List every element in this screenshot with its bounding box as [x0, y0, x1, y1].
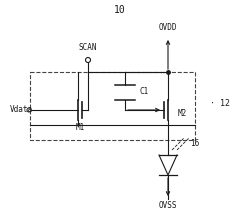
Text: C1: C1: [139, 87, 148, 95]
Text: M2: M2: [178, 108, 187, 117]
Text: 16: 16: [190, 138, 199, 148]
Text: OVSS: OVSS: [159, 201, 177, 209]
Text: · 12: · 12: [210, 100, 230, 108]
Text: SCAN: SCAN: [79, 43, 97, 51]
Text: Vdata: Vdata: [10, 105, 33, 115]
Text: OVDD: OVDD: [159, 23, 177, 31]
Text: M1: M1: [75, 123, 85, 133]
Text: 10: 10: [114, 5, 126, 15]
